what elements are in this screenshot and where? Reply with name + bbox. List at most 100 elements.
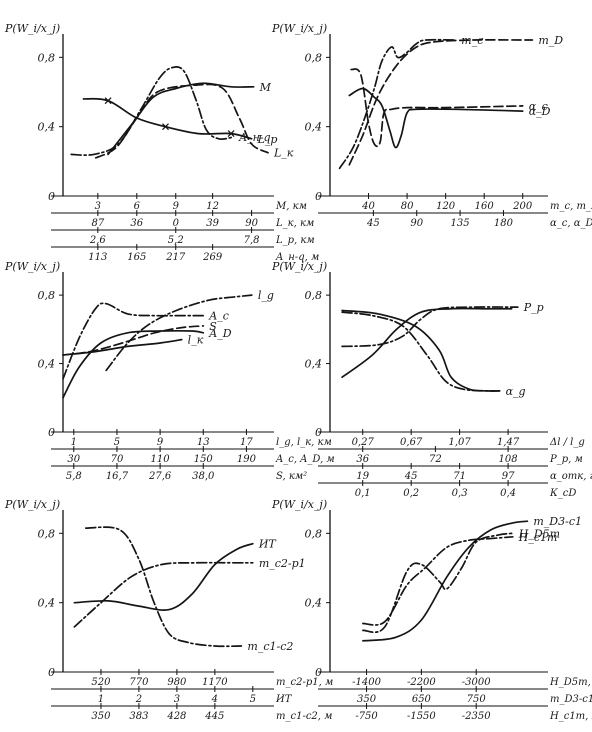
x-tick-label: 71 [453, 471, 466, 482]
x-tick-label: 3 [174, 694, 180, 705]
x-tick-label: -1550 [407, 711, 436, 722]
y-tick-label: 0,8 [38, 289, 56, 302]
x-tick-label: 7,8 [244, 235, 260, 246]
series-label: M [259, 81, 272, 94]
x-tick-label: 0,2 [403, 488, 419, 499]
x-axis-row-label: H_c1т, м [549, 711, 592, 722]
x-axis-row-label: l_g, l_к, км [276, 437, 332, 448]
x-tick-label: 980 [167, 677, 187, 688]
x-tick-label: 70 [111, 454, 124, 465]
x-tick-label: 36 [130, 218, 143, 229]
series-line-3 [350, 68, 524, 148]
x-tick-label: 90 [410, 218, 423, 229]
series-label: m_c2-p1 [259, 557, 306, 570]
y-axis-label: P(W_i/x_j) [271, 498, 327, 511]
series-label: m_c1-c2 [247, 640, 293, 653]
series-label: α_c [529, 100, 548, 113]
series-line-3 [62, 325, 205, 356]
x-tick-label: 87 [91, 218, 104, 229]
x-tick-label: 6 [134, 201, 141, 212]
x-tick-label: 108 [499, 454, 518, 465]
x-tick-label: 27,6 [148, 471, 172, 482]
x-tick-label: 90 [245, 218, 258, 229]
x-tick-label: 520 [91, 677, 111, 688]
x-tick-label: 38,0 [192, 471, 215, 482]
series-label: S [209, 320, 217, 333]
x-tick-label: 180 [494, 218, 514, 229]
y-tick-label: 0,8 [38, 527, 56, 540]
y-axis-label: P(W_i/x_j) [271, 22, 327, 35]
series-line-4 [62, 330, 205, 399]
series-line-1 [105, 294, 253, 372]
y-tick-label: 0,4 [38, 597, 56, 610]
x-tick-label: 5,8 [66, 471, 82, 482]
x-tick-label: 45 [366, 218, 380, 229]
series-label: ИТ [258, 538, 278, 551]
x-tick-label: 3 [95, 201, 101, 212]
x-tick-label: 9 [173, 201, 180, 212]
x-tick-label: 12 [206, 201, 219, 212]
x-tick-label: 1 [98, 694, 104, 705]
x-axis-row-label: A_н-q, м [275, 252, 319, 263]
x-tick-label: 110 [151, 454, 171, 465]
x-tick-label: 770 [129, 677, 149, 688]
x-tick-label: 750 [467, 694, 487, 705]
x-axis-row-label: P_р, м [549, 454, 583, 465]
y-axis-label: P(W_i/x_j) [4, 498, 60, 511]
x-tick-label: 350 [357, 694, 377, 705]
x-tick-label: 5,2 [168, 235, 184, 246]
x-tick-label: 72 [429, 454, 442, 465]
x-tick-label: -3000 [462, 677, 491, 688]
series-label: l_к [188, 334, 204, 347]
x-tick-label: 428 [166, 711, 186, 722]
series-line-1 [362, 520, 529, 642]
x-axis-row-label: H_D5т, м [549, 677, 592, 688]
series-label: A_н-q [238, 131, 270, 144]
series-marker [162, 123, 169, 131]
x-tick-label: 113 [88, 252, 107, 263]
x-axis-row-label: m_c2-p1, м [276, 677, 333, 688]
series-line-3 [362, 535, 514, 626]
x-tick-label: 40 [361, 201, 375, 212]
series-line-5 [62, 338, 183, 356]
x-tick-label: 135 [451, 218, 470, 229]
series-line-1 [73, 542, 254, 611]
x-tick-label: 9 [157, 437, 164, 448]
x-tick-label: 1,07 [448, 437, 471, 448]
x-tick-label: -2350 [462, 711, 491, 722]
series-marker [227, 130, 235, 138]
x-tick-label: 19 [356, 471, 369, 482]
series-label: A_c [208, 310, 229, 323]
series-label: H_c1т [518, 531, 558, 544]
series-label: α_g [506, 385, 526, 398]
x-axis-row-label: m_D3-c1, м [550, 694, 592, 705]
series-line-2 [341, 307, 513, 379]
x-tick-label: 45 [404, 471, 418, 482]
x-tick-label: 650 [412, 694, 432, 705]
series-marker [104, 97, 112, 105]
series-line-3 [84, 526, 243, 648]
x-axis-row-label: α_отк, град [550, 471, 592, 482]
x-tick-label: 217 [165, 252, 186, 263]
x-tick-label: 4 [211, 694, 218, 705]
x-tick-label: 5 [250, 694, 256, 705]
x-tick-label: 2,6 [89, 235, 107, 246]
x-tick-label: 80 [401, 201, 414, 212]
x-tick-label: 0 [173, 218, 180, 229]
x-tick-label: -2200 [407, 677, 436, 688]
x-tick-label: 30 [67, 454, 80, 465]
series-label: A_D [208, 327, 231, 340]
x-axis-row-label: L_р, км [275, 235, 315, 246]
y-tick-label: 0,4 [305, 597, 323, 610]
y-tick-label: 0,8 [305, 289, 323, 302]
series-line-2 [73, 561, 254, 628]
x-tick-label: 120 [436, 201, 456, 212]
x-axis-row-label: m_c1-c2, м [276, 711, 332, 722]
series-line-2 [348, 39, 534, 166]
x-tick-label: 16,7 [106, 471, 129, 482]
